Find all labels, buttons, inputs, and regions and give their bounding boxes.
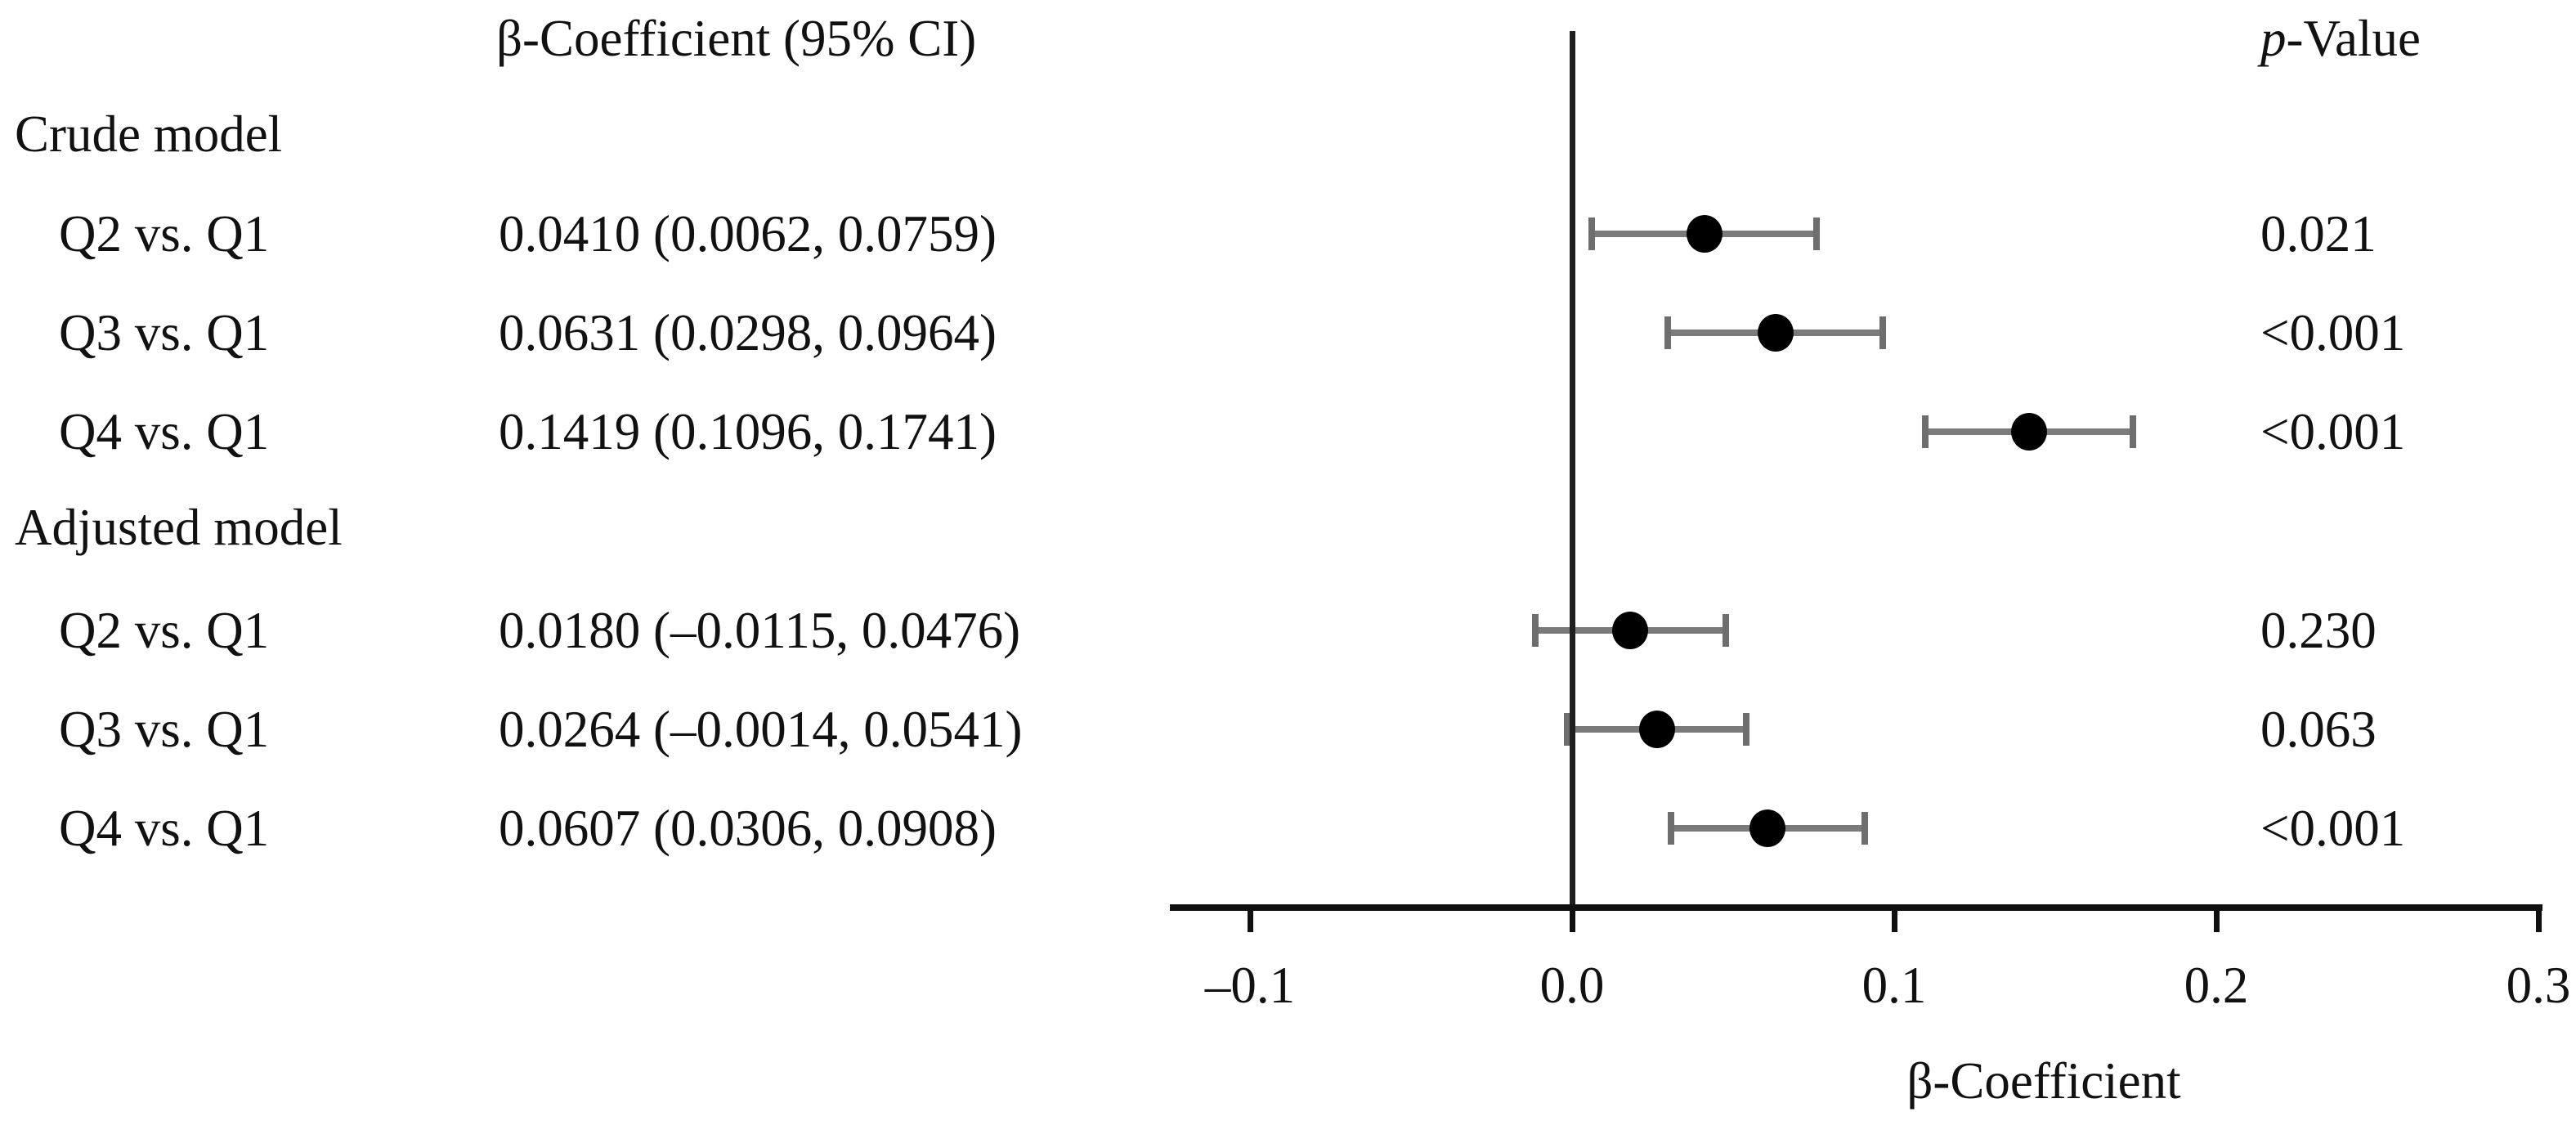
row-beta-ci-value: 0.0607 (0.0306, 0.0908) <box>499 800 997 857</box>
p-value-header-rest: -Value <box>2286 10 2421 67</box>
point-estimate-dot <box>1639 711 1675 748</box>
row-label: Q3 vs. Q1 <box>59 304 270 361</box>
x-axis-tick-label: 0.0 <box>1539 957 1605 1014</box>
ci-cap-right <box>2130 415 2136 448</box>
ci-cap-left <box>1664 316 1671 349</box>
group-label-crude-model: Crude model <box>15 105 283 163</box>
row-label: Q4 vs. Q1 <box>59 800 270 857</box>
zero-reference-line <box>1570 31 1575 911</box>
x-axis-title: β-Coefficient <box>1906 1052 2181 1110</box>
x-axis-tick-label: 0.1 <box>1861 957 1927 1014</box>
x-axis-tick-label: –0.1 <box>1204 957 1296 1014</box>
row-p-value: 0.063 <box>2260 701 2377 758</box>
row-beta-ci-value: 0.1419 (0.1096, 0.1741) <box>499 403 997 460</box>
row-label: Q2 vs. Q1 <box>59 602 270 659</box>
row-label: Q4 vs. Q1 <box>59 403 270 460</box>
row-p-value: <0.001 <box>2260 304 2406 361</box>
ci-cap-right <box>1743 713 1749 746</box>
row-p-value: 0.021 <box>2260 205 2377 262</box>
ci-cap-right <box>1813 217 1820 250</box>
row-beta-ci-value: 0.0410 (0.0062, 0.0759) <box>499 205 997 262</box>
x-axis-tick <box>1570 909 1575 932</box>
ci-cap-left <box>1668 812 1674 845</box>
x-axis-tick <box>2214 909 2220 932</box>
point-estimate-dot <box>1749 809 1785 847</box>
x-axis-tick <box>2536 909 2542 932</box>
group-label-adjusted-model: Adjusted model <box>15 499 343 556</box>
ci-cap-left <box>1564 713 1570 746</box>
x-axis-tick-label: 0.3 <box>2506 957 2571 1014</box>
x-axis-tick-label: 0.2 <box>2184 957 2249 1014</box>
ci-cap-left <box>1922 415 1929 448</box>
ci-cap-right <box>1861 812 1868 845</box>
p-value-header-italic-p: p <box>2260 10 2287 67</box>
x-axis-tick <box>1892 909 1897 932</box>
row-beta-ci-value: 0.0180 (–0.0115, 0.0476) <box>499 602 1021 659</box>
ci-cap-right <box>1723 614 1729 647</box>
point-estimate-dot <box>1612 612 1648 649</box>
ci-cap-right <box>1879 316 1886 349</box>
ci-cap-left <box>1532 614 1539 647</box>
row-beta-ci-value: 0.0631 (0.0298, 0.0964) <box>499 304 997 361</box>
row-p-value: <0.001 <box>2260 403 2406 460</box>
row-p-value: 0.230 <box>2260 602 2377 659</box>
row-label: Q2 vs. Q1 <box>59 205 270 262</box>
row-p-value: <0.001 <box>2260 800 2406 857</box>
column-header-p-value: p-Value <box>2260 12 2421 65</box>
row-beta-ci-value: 0.0264 (–0.0014, 0.0541) <box>499 701 1023 758</box>
point-estimate-dot <box>2011 413 2047 451</box>
column-header-beta-ci: β-Coefficient (95% CI) <box>496 10 977 67</box>
point-estimate-dot <box>1758 314 1794 352</box>
x-axis-tick <box>1248 909 1253 932</box>
x-axis-line <box>1170 904 2542 911</box>
row-label: Q3 vs. Q1 <box>59 701 270 758</box>
point-estimate-dot <box>1687 215 1723 253</box>
ci-cap-left <box>1588 217 1595 250</box>
